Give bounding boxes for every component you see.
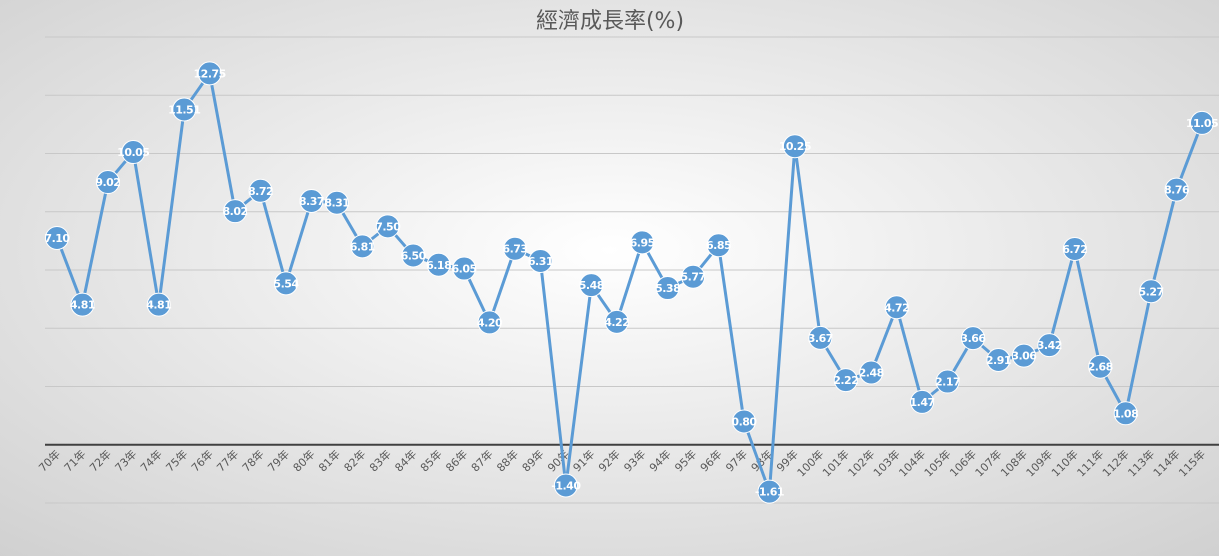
value-label: 5.54 — [273, 277, 299, 290]
marker — [121, 140, 146, 165]
value-label: 5.77 — [681, 271, 706, 284]
value-label: 4.81 — [70, 299, 95, 312]
value-label: 9.02 — [95, 176, 120, 189]
value-label: -1.40 — [551, 480, 581, 493]
marker — [1190, 110, 1214, 135]
marker — [248, 178, 273, 203]
marker — [274, 271, 298, 296]
marker — [986, 347, 1011, 372]
marker — [910, 389, 935, 414]
marker — [1011, 343, 1036, 368]
marker — [1037, 333, 1062, 358]
marker — [375, 214, 400, 239]
marker — [45, 225, 69, 250]
value-label: 8.72 — [248, 185, 273, 198]
value-label: 3.67 — [808, 332, 833, 345]
marker — [604, 309, 629, 334]
value-label: 5.48 — [579, 279, 604, 292]
marker — [706, 233, 731, 258]
value-label: 2.22 — [833, 374, 858, 387]
value-label: 1.47 — [910, 396, 935, 409]
marker — [299, 188, 324, 213]
marker — [833, 368, 858, 393]
marker — [630, 230, 655, 255]
value-label: 5.38 — [655, 282, 680, 295]
value-label: 8.76 — [1164, 184, 1190, 197]
value-label: 4.81 — [146, 299, 171, 312]
marker — [553, 473, 578, 498]
value-label: 10.25 — [779, 140, 811, 153]
chart-title: 經濟成長率(%) — [536, 9, 684, 34]
value-label: 2.17 — [935, 376, 960, 389]
value-label: 6.95 — [630, 236, 655, 249]
value-label: 6.31 — [528, 255, 553, 268]
marker — [961, 326, 985, 351]
value-label: 3.66 — [960, 332, 986, 345]
value-label: 8.02 — [223, 205, 248, 218]
marker — [146, 292, 171, 317]
value-label: 6.73 — [502, 243, 527, 256]
value-label: 6.50 — [401, 249, 427, 262]
series-line — [55, 69, 1204, 493]
value-label: 7.10 — [44, 232, 70, 245]
marker — [859, 360, 884, 385]
marker — [732, 409, 756, 434]
value-label: 3.06 — [1011, 350, 1037, 363]
value-label: 2.68 — [1088, 361, 1113, 374]
value-label: 8.31 — [324, 197, 349, 210]
marker — [782, 134, 807, 159]
marker — [935, 369, 960, 394]
marker — [1113, 401, 1138, 426]
marker — [579, 273, 604, 298]
marker — [95, 170, 120, 195]
value-label: 8.37 — [299, 195, 324, 208]
marker — [808, 325, 833, 350]
marker — [884, 295, 909, 320]
value-label: 6.18 — [426, 259, 451, 272]
marker — [70, 292, 95, 317]
value-label: 6.81 — [350, 240, 375, 253]
value-label: 5.27 — [1139, 285, 1164, 298]
marker — [1062, 237, 1087, 262]
value-label: 10.05 — [117, 146, 149, 159]
value-label: 3.42 — [1037, 339, 1062, 352]
marker — [1088, 354, 1113, 379]
marker — [1139, 279, 1164, 304]
value-label: 4.22 — [604, 316, 629, 329]
marker — [197, 61, 222, 86]
value-label: 2.91 — [986, 354, 1011, 367]
marker — [1164, 177, 1189, 202]
value-label: 7.50 — [375, 220, 401, 233]
value-label: 12.75 — [194, 67, 226, 80]
marker — [426, 252, 451, 277]
marker — [477, 310, 502, 335]
marker — [172, 97, 197, 122]
marker — [757, 479, 782, 504]
value-label: 11.51 — [168, 104, 200, 117]
value-label: 0.80 — [731, 415, 757, 428]
marker — [401, 243, 426, 268]
value-label: 1.08 — [1113, 407, 1138, 420]
marker — [655, 276, 680, 301]
value-label: 11.05 — [1186, 117, 1218, 130]
marker — [324, 190, 349, 215]
marker — [350, 234, 375, 259]
value-label: -1.61 — [755, 486, 784, 499]
value-label: 6.72 — [1062, 243, 1087, 256]
value-label: 2.48 — [859, 367, 884, 380]
value-label: 6.85 — [706, 239, 731, 252]
value-label: 4.20 — [477, 316, 503, 329]
value-label: 4.72 — [884, 301, 909, 314]
marker — [681, 264, 706, 289]
value-label: 6.05 — [452, 263, 477, 276]
marker — [452, 256, 477, 281]
marker — [503, 236, 527, 261]
marker — [223, 199, 248, 224]
marker — [528, 248, 553, 273]
